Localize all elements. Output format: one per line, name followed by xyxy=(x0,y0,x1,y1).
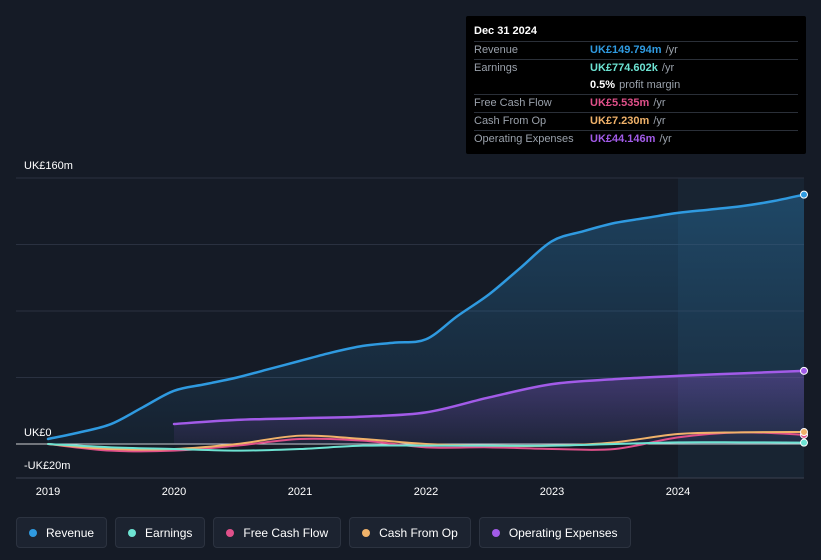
x-tick-label: 2024 xyxy=(666,486,690,498)
tooltip-row-label: Revenue xyxy=(474,44,519,56)
earnings-end-point xyxy=(800,438,808,447)
free-cash-flow-line xyxy=(47,431,805,453)
y-axis-bottom-label: -UK£20m xyxy=(24,460,71,472)
legend-dot-icon xyxy=(362,528,371,537)
legend-item-free-cash-flow[interactable]: Free Cash Flow xyxy=(213,517,342,548)
tooltip-row-label: Earnings xyxy=(474,62,518,74)
tooltip-row: 0.5% profit margin xyxy=(474,77,798,94)
chart-legend: Revenue Earnings Free Cash Flow Cash From O… xyxy=(16,517,631,548)
legend-item-cash-from-op[interactable]: Cash From Op xyxy=(349,517,471,548)
cash-from-op-end-point xyxy=(800,428,808,437)
legend-label: Free Cash Flow xyxy=(243,525,329,540)
tooltip-row-value: UK£149.794m xyxy=(590,44,662,56)
tooltip-row-value: 0.5% xyxy=(590,79,616,91)
tooltip-row: Revenue UK£149.794m/yr xyxy=(474,41,798,59)
tooltip-row-label: Operating Expenses xyxy=(474,133,574,145)
legend-item-operating-expenses[interactable]: Operating Expenses xyxy=(478,517,631,548)
chart-area: 2019 2020 2021 2022 2023 2024 xyxy=(16,177,808,498)
tooltip-row-label: Free Cash Flow xyxy=(474,97,552,109)
legend-item-earnings[interactable]: Earnings xyxy=(115,517,206,548)
tooltip-row-unit: profit margin xyxy=(619,79,681,91)
x-tick-label: 2021 xyxy=(288,486,312,498)
x-tick-label: 2023 xyxy=(540,486,564,498)
revenue-end-point xyxy=(800,190,808,199)
x-tick-label: 2020 xyxy=(162,486,186,498)
legend-label: Revenue xyxy=(46,525,95,540)
tooltip-row-unit: /yr xyxy=(653,115,666,127)
tooltip-row: Earnings UK£774.602k/yr xyxy=(474,59,798,77)
legend-dot-icon xyxy=(29,528,37,537)
tooltip-panel: Dec 31 2024 Revenue UK£149.794m/yr Earning… xyxy=(466,16,806,154)
tooltip-row-value: UK£7.230m xyxy=(590,115,650,127)
tooltip-row-value: UK£44.146m xyxy=(590,133,656,145)
legend-label: Operating Expenses xyxy=(508,525,618,540)
tooltip-row-unit: /yr xyxy=(659,133,672,145)
operating-expenses-area xyxy=(174,370,804,444)
legend-label: Earnings xyxy=(145,525,193,540)
legend-dot-icon xyxy=(491,528,500,537)
tooltip-row: Cash From Op UK£7.230m/yr xyxy=(474,112,798,130)
tooltip-date: Dec 31 2024 xyxy=(474,25,537,37)
y-axis-top-label: UK£160m xyxy=(24,160,73,172)
operating-expenses-end-point xyxy=(800,366,808,375)
tooltip-row-unit: /yr xyxy=(661,62,675,74)
x-tick-label: 2022 xyxy=(414,486,438,498)
tooltip-row-unit: /yr xyxy=(653,97,666,109)
tooltip-row-value: UK£774.602k xyxy=(590,62,658,74)
earnings-line xyxy=(47,441,805,452)
tooltip-row-label: Cash From Op xyxy=(474,115,547,127)
x-tick-label: 2019 xyxy=(36,486,60,498)
revenue-line xyxy=(46,193,806,441)
legend-label: Cash From Op xyxy=(379,525,458,540)
tooltip-row-value: UK£5.535m xyxy=(590,97,650,109)
legend-dot-icon xyxy=(128,528,137,537)
y-axis-zero-label: UK£0 xyxy=(24,427,52,439)
legend-dot-icon xyxy=(226,528,235,537)
tooltip-row: Operating Expenses UK£44.146m/yr xyxy=(474,130,798,148)
tooltip-row: Free Cash Flow UK£5.535m/yr xyxy=(474,94,798,112)
operating-expenses-line xyxy=(172,369,806,426)
legend-item-revenue[interactable]: Revenue xyxy=(16,517,108,548)
tooltip-row-unit: /yr xyxy=(665,44,678,56)
